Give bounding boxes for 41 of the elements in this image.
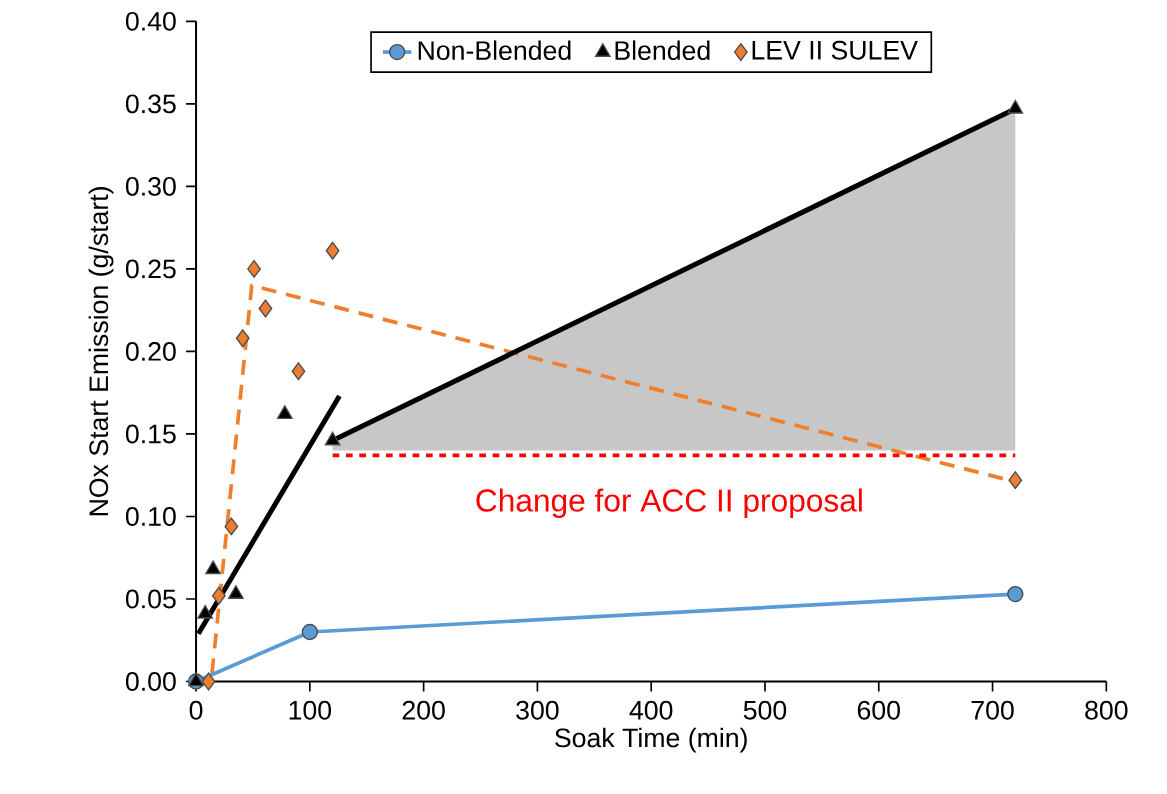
point	[324, 431, 341, 446]
x-tick-label: 300	[516, 700, 559, 720]
y-tick-label: 0.25	[125, 259, 176, 279]
x-tick-label: 400	[629, 700, 673, 720]
point	[1007, 586, 1024, 603]
point	[276, 405, 293, 420]
point	[211, 586, 226, 605]
y-tick-label: 0.05	[125, 589, 176, 609]
point	[258, 299, 273, 318]
point	[301, 624, 319, 641]
point	[291, 362, 306, 381]
legend-label: Non-Blended	[418, 40, 571, 61]
x-tick-label: 0	[189, 700, 203, 720]
x-tick-label: 100	[289, 700, 332, 720]
legend-label: LEV II SULEV	[752, 40, 918, 60]
point	[247, 260, 262, 279]
point	[201, 672, 216, 691]
point	[224, 517, 239, 536]
y-tick-label: 0.20	[125, 342, 176, 362]
y-tick-label: 0.00	[125, 672, 176, 692]
point	[235, 329, 250, 348]
point	[227, 585, 244, 600]
legend-label: Blended	[615, 40, 710, 61]
y-tick-label: 0.30	[125, 177, 176, 197]
point	[1007, 100, 1024, 114]
x-tick-label: 500	[743, 700, 787, 720]
y-tick-label: 0.35	[125, 94, 176, 114]
x-tick-label: 600	[857, 700, 900, 720]
x-tick-label: 200	[402, 700, 445, 720]
y-tick-label: 0.10	[125, 507, 176, 527]
x-tick-label: 700	[971, 700, 1014, 720]
x-axis-title: Soak Time (min)	[555, 727, 747, 753]
point	[205, 560, 222, 575]
point	[325, 241, 340, 260]
point	[1008, 471, 1023, 490]
point	[197, 605, 214, 619]
y-tick-label: 0.15	[125, 424, 176, 444]
y-axis-title: NOx Start Emission (g/start)	[88, 187, 114, 516]
annotation: Change for ACC II proposal	[476, 488, 862, 519]
y-tick-label: 0.40	[125, 12, 176, 31]
x-tick-label: 800	[1085, 700, 1128, 720]
